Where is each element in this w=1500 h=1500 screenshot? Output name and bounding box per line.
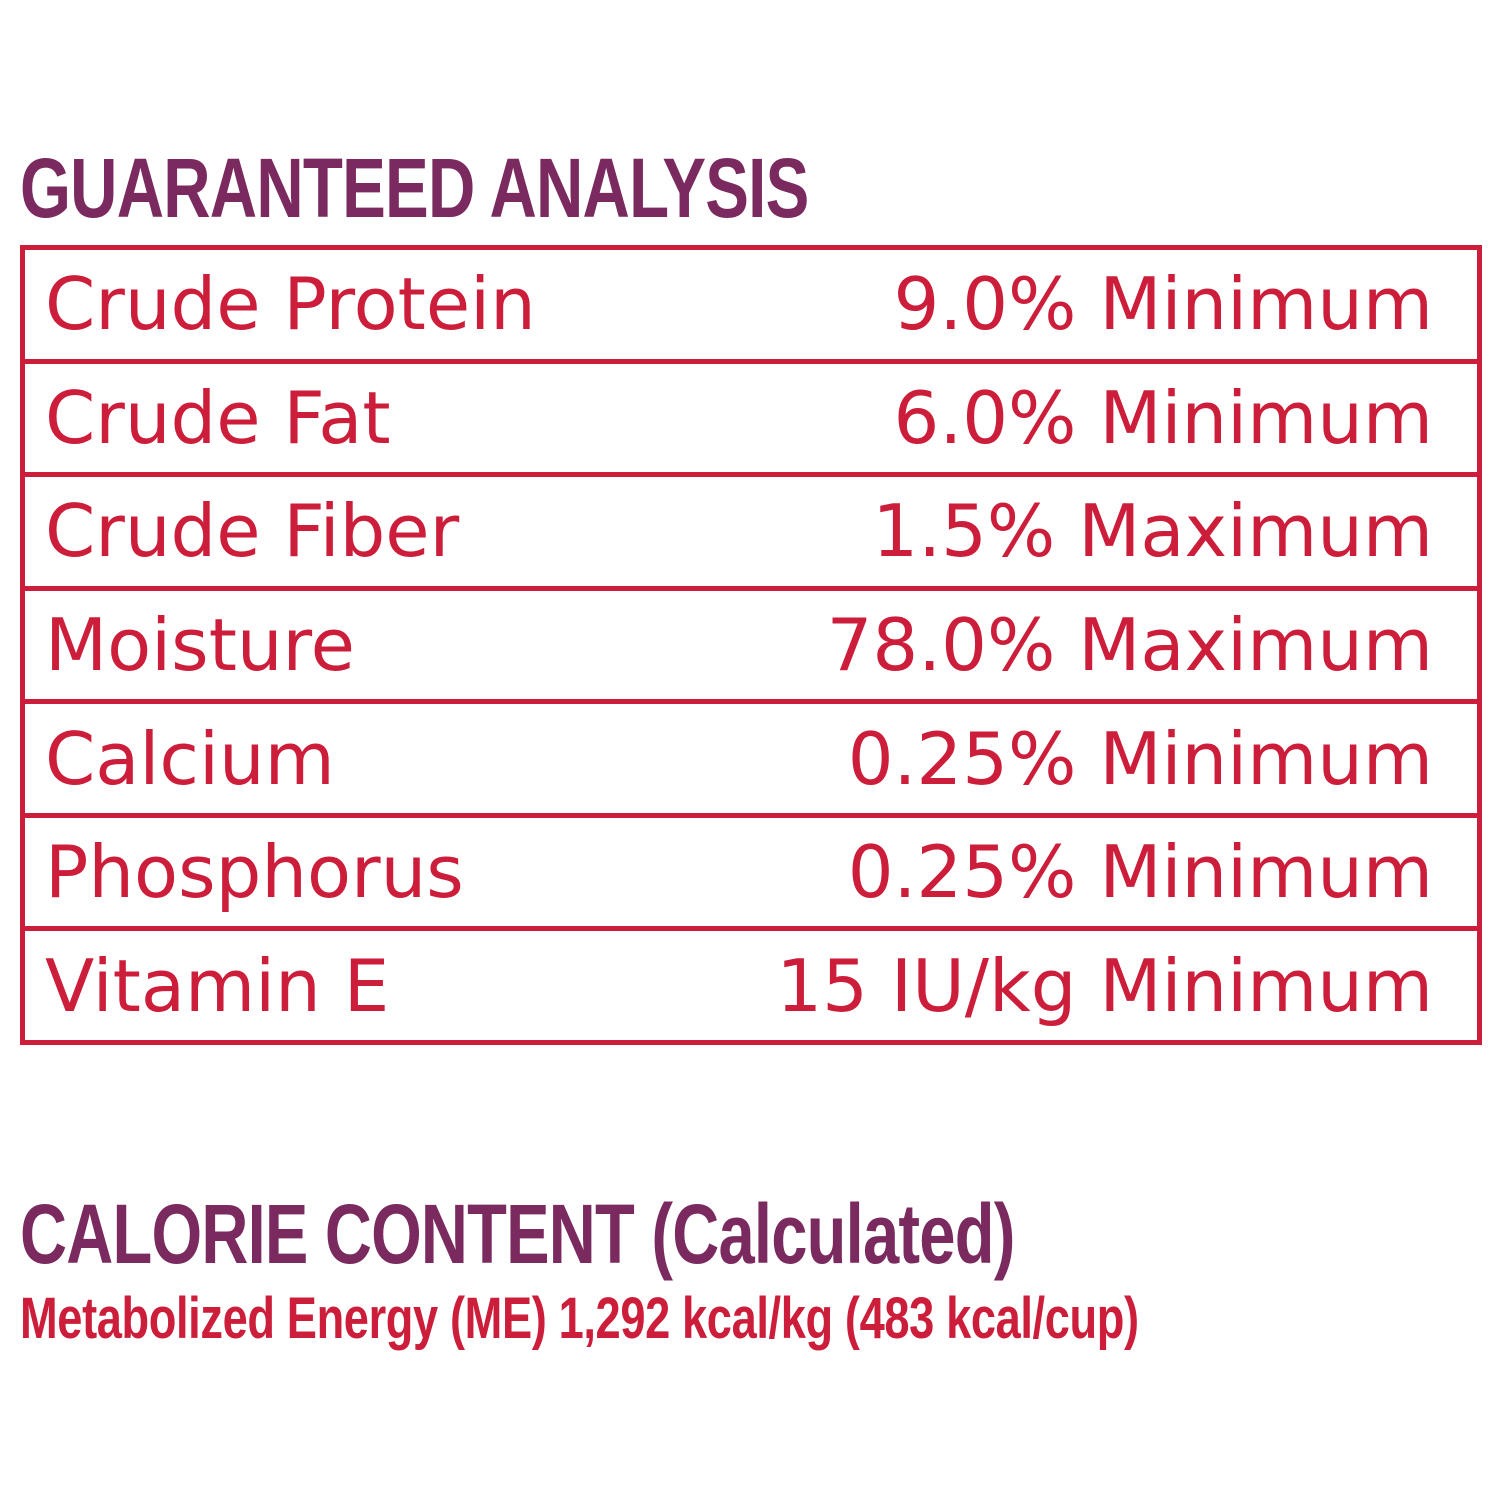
table-row: Vitamin E 15 IU/kg Minimum: [25, 931, 1477, 1040]
table-row: Moisture 78.0% Maximum: [25, 591, 1477, 705]
nutrient-name: Crude Protein: [45, 262, 536, 347]
table-row: Calcium 0.25% Minimum: [25, 704, 1477, 818]
nutrient-value: 6.0% Minimum: [893, 375, 1433, 460]
nutrient-name: Moisture: [45, 603, 355, 688]
guaranteed-analysis-table: Crude Protein 9.0% Minimum Crude Fat 6.0…: [20, 245, 1482, 1045]
nutrient-name: Vitamin E: [45, 943, 390, 1028]
table-row: Crude Fiber 1.5% Maximum: [25, 477, 1477, 591]
nutrient-value: 0.25% Minimum: [847, 830, 1433, 915]
table-row: Crude Protein 9.0% Minimum: [25, 250, 1477, 364]
metabolized-energy-text: Metabolized Energy (ME) 1,292 kcal/kg (4…: [20, 1286, 1139, 1351]
table-row: Crude Fat 6.0% Minimum: [25, 364, 1477, 478]
nutrient-value: 1.5% Maximum: [872, 489, 1433, 574]
nutrient-value: 9.0% Minimum: [893, 262, 1433, 347]
nutrient-name: Crude Fiber: [45, 489, 460, 574]
nutrient-value: 15 IU/kg Minimum: [776, 943, 1433, 1028]
nutrient-name: Crude Fat: [45, 375, 391, 460]
nutrient-name: Phosphorus: [45, 830, 464, 915]
nutrient-name: Calcium: [45, 716, 335, 801]
calorie-content-heading: CALORIE CONTENT (Calculated): [20, 1187, 1015, 1281]
guaranteed-analysis-heading: GUARANTEED ANALYSIS: [20, 141, 809, 235]
nutrient-value: 0.25% Minimum: [847, 716, 1433, 801]
nutrient-value: 78.0% Maximum: [826, 603, 1433, 688]
table-row: Phosphorus 0.25% Minimum: [25, 818, 1477, 932]
